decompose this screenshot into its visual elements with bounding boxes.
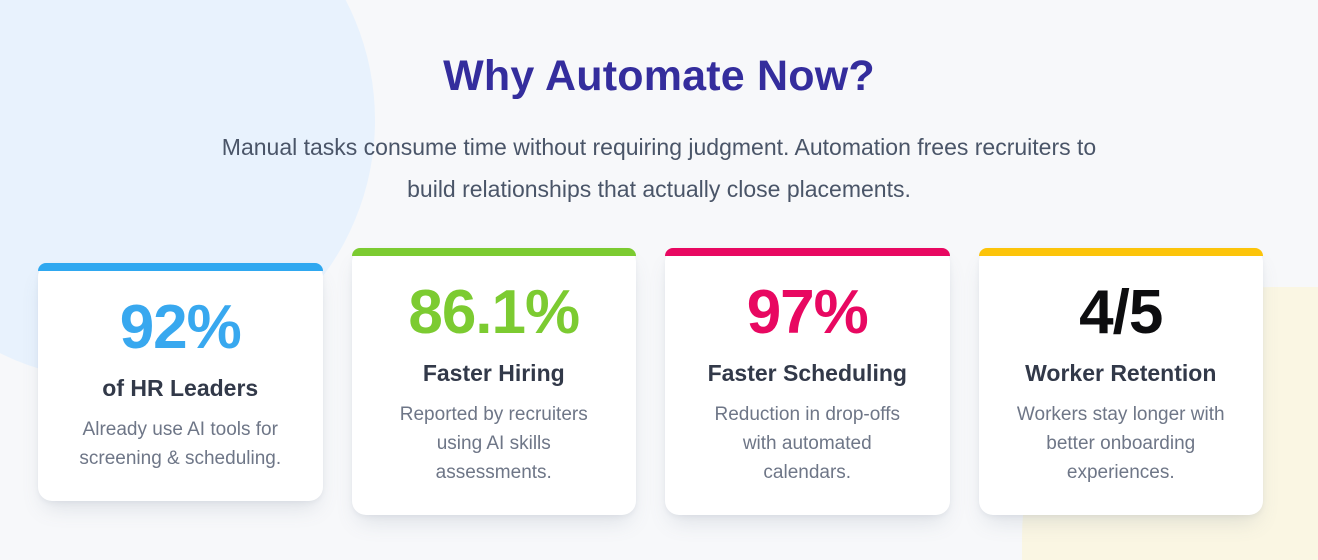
stat-card-faster-hiring: 86.1% Faster Hiring Reported by recruite… — [351, 248, 636, 515]
stat-heading: Worker Retention — [1025, 360, 1217, 386]
stat-description: Reduction in drop-offs with automated ca… — [714, 404, 901, 483]
card-accent-bar — [38, 262, 323, 271]
stat-value: 4/5 — [1079, 278, 1163, 347]
section-subtitle: Manual tasks consume time without requir… — [0, 126, 1318, 210]
stat-value: 86.1% — [408, 278, 580, 347]
stat-heading: Faster Scheduling — [707, 360, 907, 386]
stat-value: 92% — [119, 292, 242, 362]
stat-description: Already use AI tools for screening & sch… — [79, 418, 282, 469]
subtitle-line-1: Manual tasks consume time without requir… — [221, 134, 1097, 160]
subtitle-line-2: build relationships that actually close … — [407, 176, 911, 202]
stat-description: Reported by recruiters using AI skills a… — [399, 404, 588, 483]
card-accent-bar — [665, 248, 950, 256]
section-title: Why Automate Now? — [443, 52, 875, 100]
stats-cards-row: 92% of HR Leaders Already use AI tools f… — [38, 248, 1263, 515]
stat-value: 97% — [746, 278, 869, 347]
stat-heading: Faster Hiring — [422, 360, 565, 386]
card-accent-bar — [978, 248, 1263, 256]
stat-description: Workers stay longer with better onboardi… — [1016, 404, 1225, 483]
stat-card-worker-retention: 4/5 Worker Retention Workers stay longer… — [978, 248, 1263, 515]
stat-card-hr-leaders: 92% of HR Leaders Already use AI tools f… — [38, 262, 323, 501]
card-accent-bar — [351, 248, 636, 256]
stat-heading: of HR Leaders — [102, 374, 259, 401]
stat-card-faster-scheduling: 97% Faster Scheduling Reduction in drop-… — [665, 248, 950, 515]
